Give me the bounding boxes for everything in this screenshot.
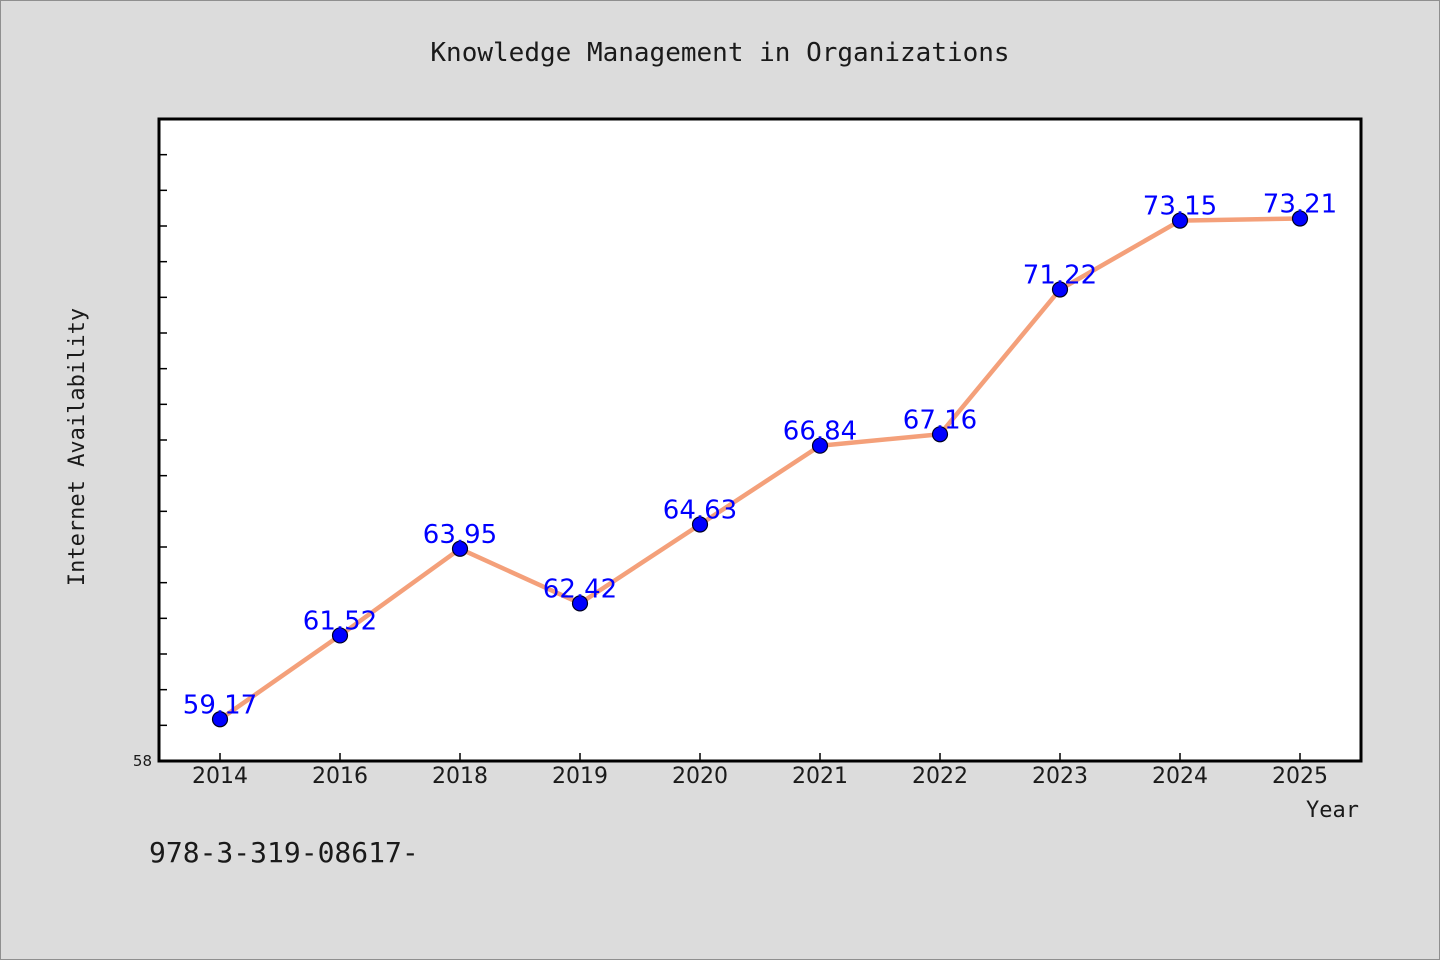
x-tick-label: 2016 [312,764,368,789]
x-tick-label: 2022 [912,764,968,789]
chart-title: Knowledge Management in Organizations [430,38,1009,68]
x-tick-label: 2014 [192,764,248,789]
y-tick-label-min: 58 [133,752,152,770]
x-axis-title: Year [1306,798,1359,823]
x-tick-label: 2020 [672,764,728,789]
data-point [931,426,949,443]
x-tick-label: 2024 [1152,764,1208,789]
series-polyline [217,216,1303,722]
x-tick-label: 2023 [1032,764,1088,789]
data-label: 61.52 [303,606,377,636]
data-label: 73.21 [1263,190,1337,220]
data-point [1051,281,1069,298]
data-label: 67.16 [903,405,977,435]
data-label: 59.17 [183,690,257,720]
data-label: 64.63 [663,496,737,526]
data-point [211,711,229,728]
data-point [331,627,349,644]
series-markers [211,210,1309,728]
data-label: 73.15 [1143,192,1217,222]
data-label: 71.22 [1023,260,1097,290]
y-axis-title: Internet Availability [65,308,90,586]
data-label: 66.84 [783,417,857,447]
data-point [811,437,829,454]
x-tick-label: 2018 [432,764,488,789]
data-label: 63.95 [423,520,497,550]
data-point [1291,210,1309,227]
series-line [217,216,1303,722]
data-point [691,516,709,533]
plot-area [157,117,1363,763]
data-point [451,540,469,557]
x-tick-label: 2021 [792,764,848,789]
footnote-isbn: 978-3-319-08617- [149,836,419,869]
x-tick-label: 2019 [552,764,608,789]
data-label: 62.42 [543,574,617,604]
y-axis-ticks [159,153,167,727]
data-point [571,595,589,612]
x-tick-label: 2025 [1272,764,1328,789]
data-labels: 59.17 61.52 63.95 62.42 64.63 66.84 67.16 71.22… [183,190,1337,721]
x-axis-ticks: 2014 2016 2018 2019 2020 2021 2022 2023 2024 2025 [192,753,1328,789]
data-point [1171,212,1189,229]
